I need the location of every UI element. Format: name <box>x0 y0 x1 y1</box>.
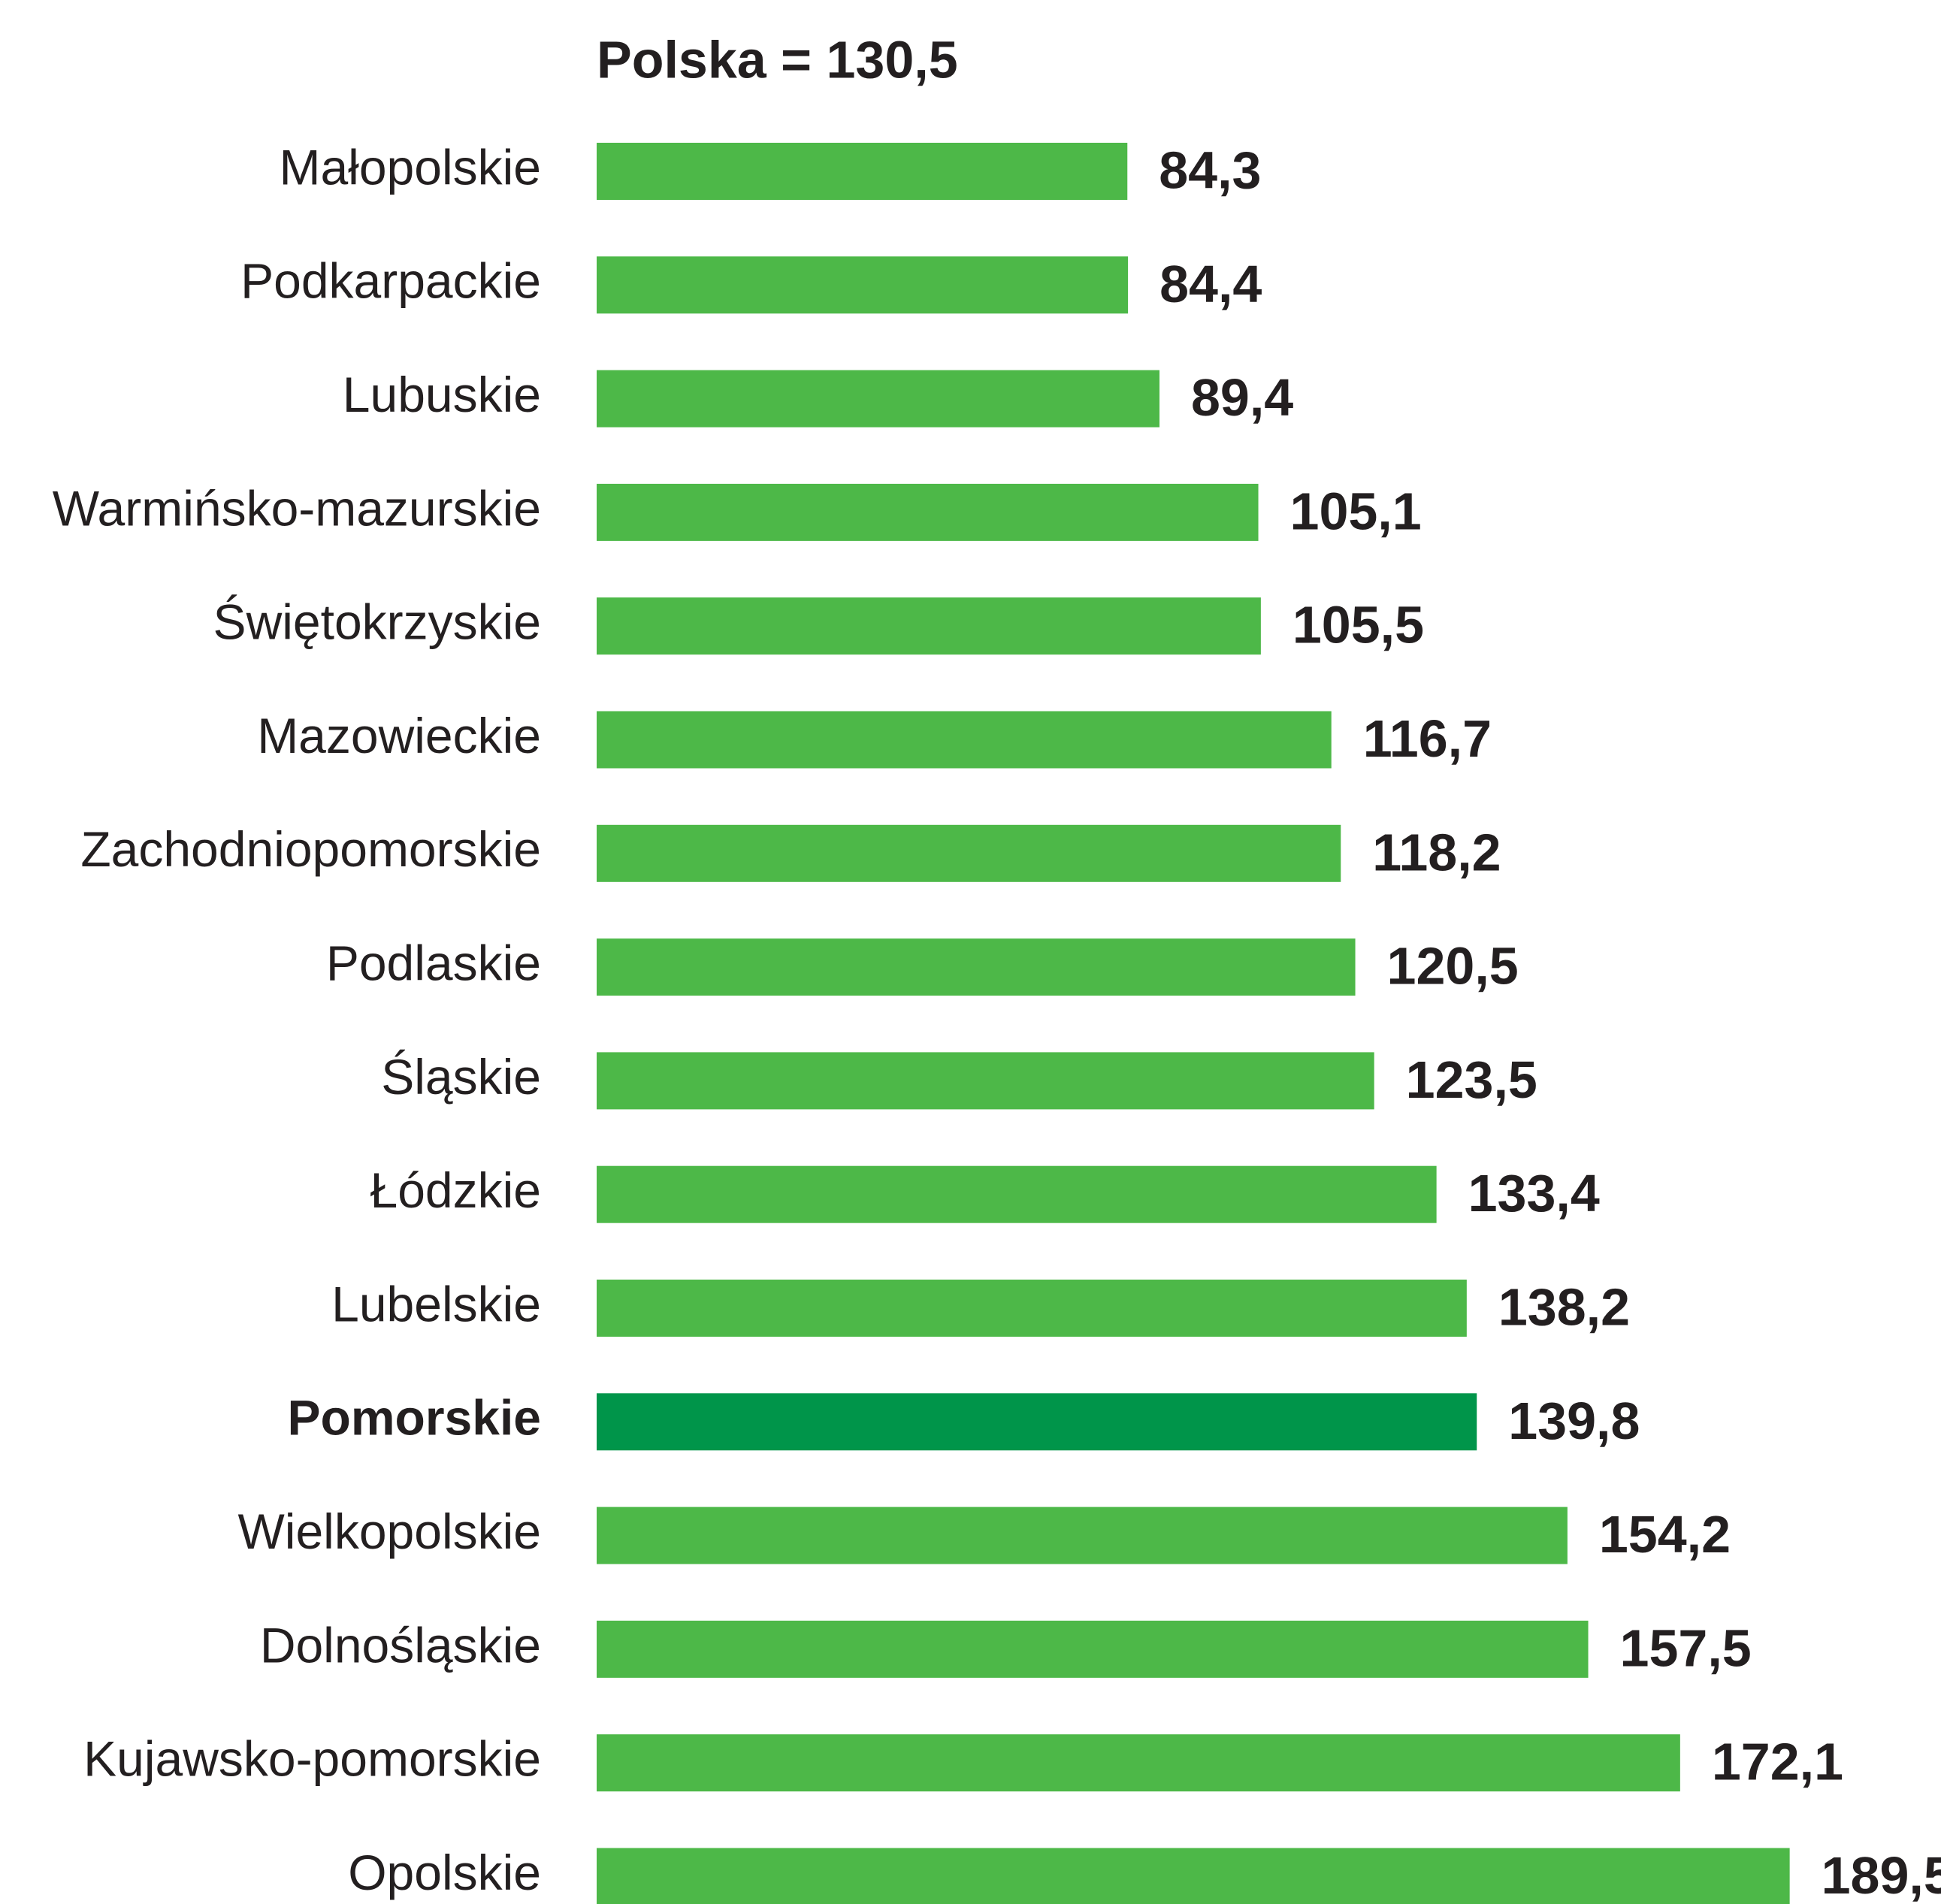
bar <box>597 370 1159 428</box>
value-label: 89,4 <box>1191 368 1293 427</box>
value-label: 189,5 <box>1822 1846 1941 1904</box>
bar <box>597 1165 1437 1223</box>
value-label: 118,2 <box>1372 823 1501 881</box>
category-label: Opolskie <box>348 1845 541 1900</box>
bar <box>597 1393 1477 1451</box>
value-label: 84,4 <box>1159 255 1262 313</box>
category-label: Pomorskie <box>288 1390 541 1446</box>
category-label: Wielkopolskie <box>238 1504 541 1559</box>
value-label: 139,8 <box>1508 1392 1640 1450</box>
bar <box>597 938 1356 996</box>
value-label: 138,2 <box>1498 1277 1630 1336</box>
bar <box>597 824 1341 882</box>
value-label: 172,1 <box>1712 1733 1843 1791</box>
bar <box>597 483 1259 541</box>
category-label: Zachodniopomorskie <box>80 821 541 877</box>
bar <box>597 1620 1589 1678</box>
bar <box>597 256 1129 314</box>
bar <box>597 1848 1790 1904</box>
value-label: 157,5 <box>1620 1618 1752 1677</box>
value-label: 123,5 <box>1406 1050 1537 1109</box>
category-label: Śląskie <box>381 1049 541 1105</box>
bar <box>597 597 1261 655</box>
value-label: 133,4 <box>1468 1164 1600 1222</box>
value-label: 154,2 <box>1599 1505 1731 1564</box>
value-label: 120,5 <box>1387 937 1519 996</box>
bar <box>597 1507 1568 1564</box>
bar <box>597 1734 1680 1792</box>
chart-title: Polska = 130,5 <box>597 30 958 89</box>
value-label: 84,3 <box>1159 141 1261 199</box>
category-label: Dolnośląskie <box>260 1617 541 1673</box>
bar <box>597 711 1332 769</box>
category-label: Lubuskie <box>343 367 541 422</box>
category-label: Warmińsko-mazurskie <box>53 480 541 536</box>
bar <box>597 143 1128 200</box>
category-label: Lubelskie <box>331 1276 541 1331</box>
bar <box>597 1280 1467 1337</box>
value-label: 116,7 <box>1363 709 1492 768</box>
category-label: Małopolskie <box>280 139 542 195</box>
bar <box>597 1052 1374 1110</box>
category-label: Podlaskie <box>326 935 541 991</box>
category-label: Podkarpackie <box>240 253 541 309</box>
category-label: Mazowieckie <box>257 708 541 763</box>
value-label: 105,1 <box>1290 482 1422 540</box>
value-label: 105,5 <box>1292 596 1424 654</box>
category-label: Łódzkie <box>370 1162 542 1218</box>
category-label: Świętokrzyskie <box>213 594 541 650</box>
category-label: Kujawsko-pomorskie <box>83 1731 541 1787</box>
